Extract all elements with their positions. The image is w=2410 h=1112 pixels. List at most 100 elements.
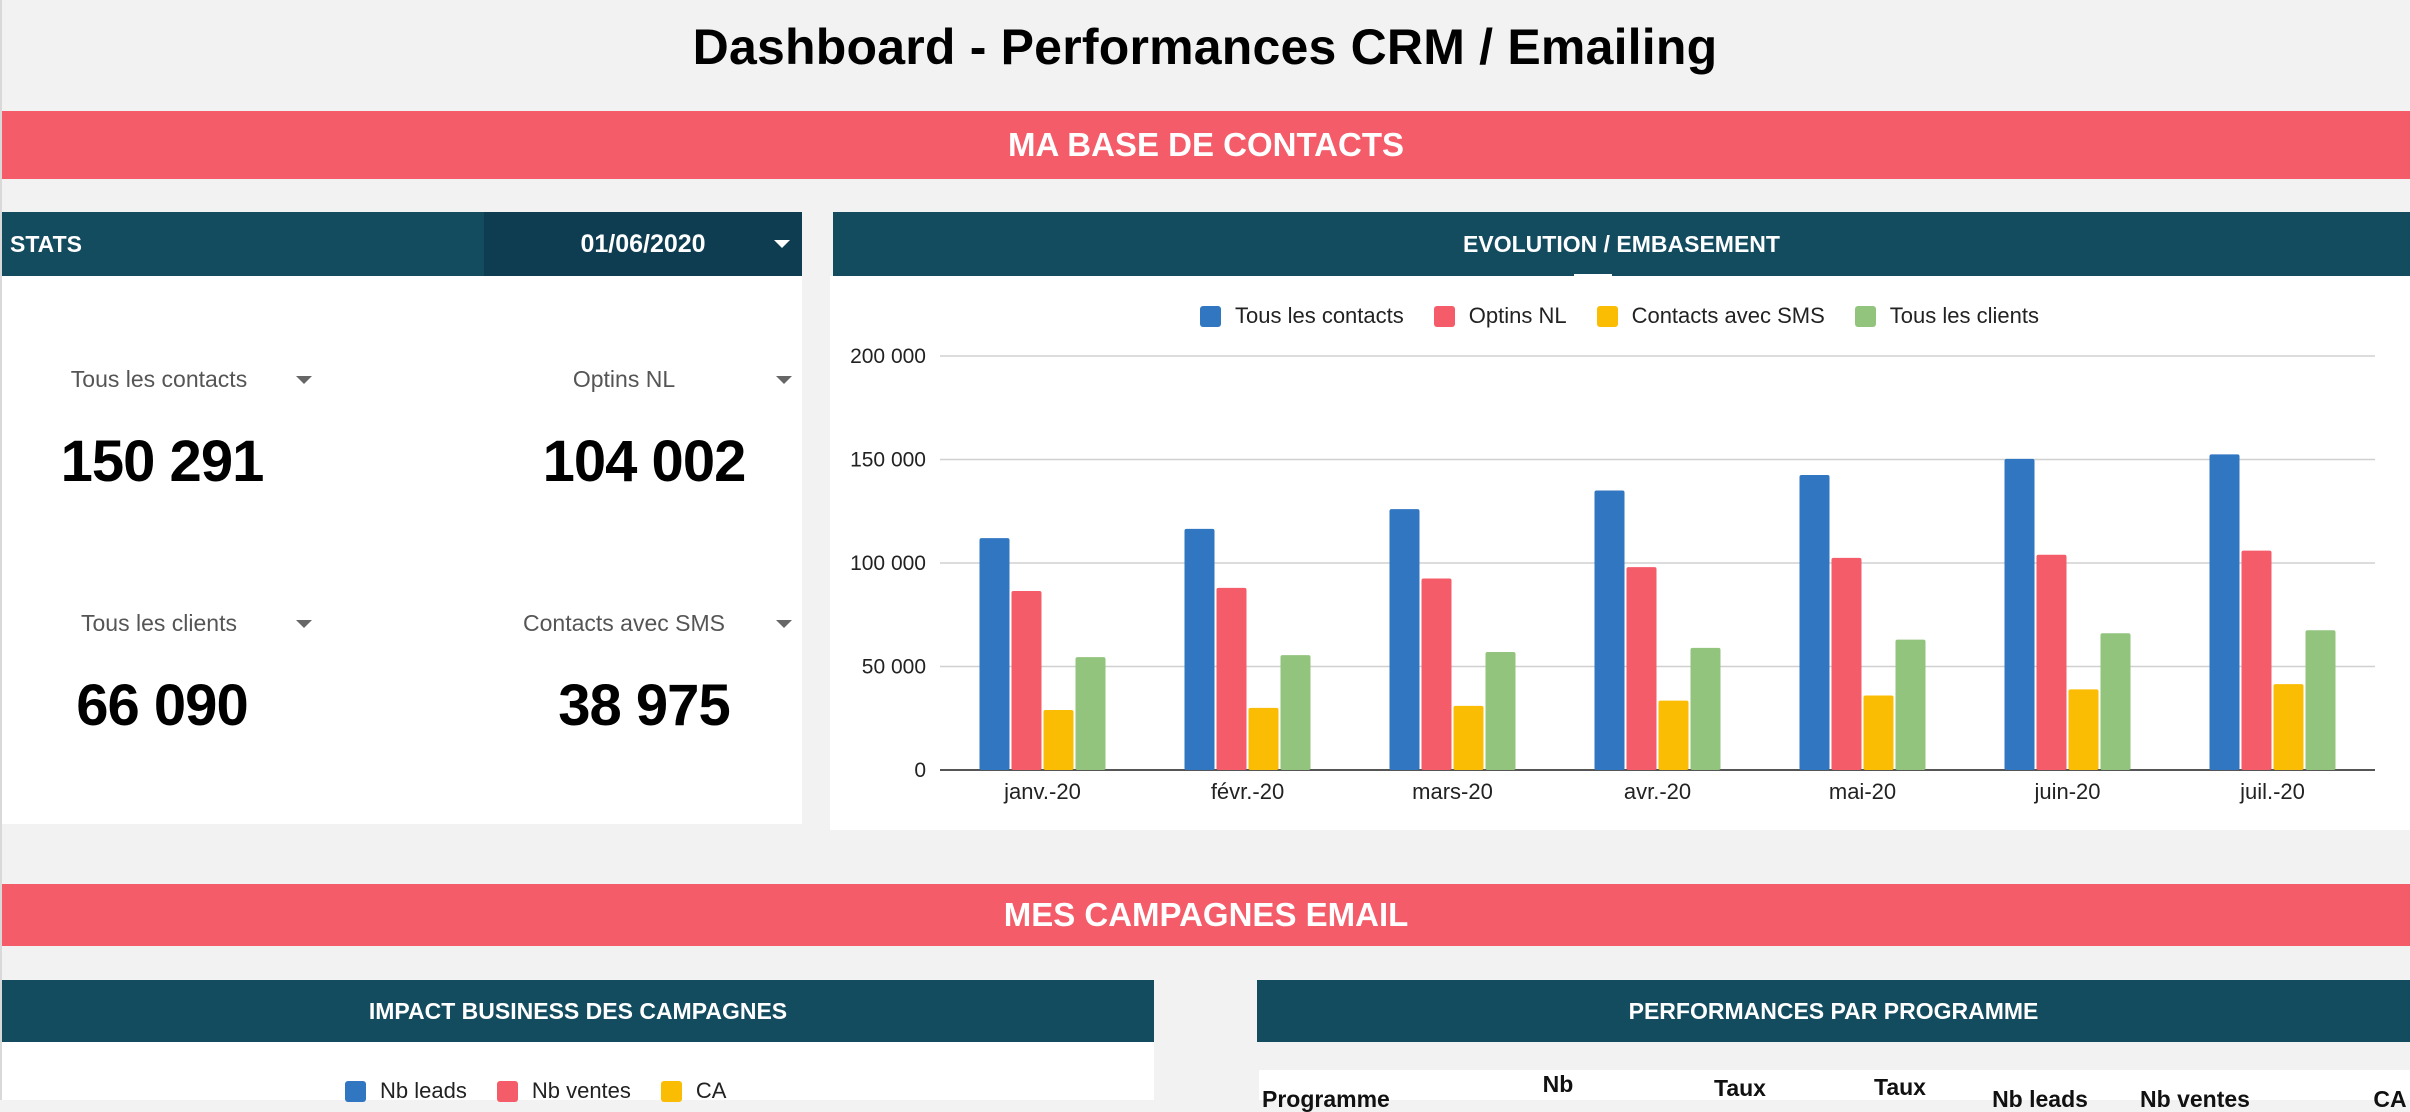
column-header-nb-leads[interactable]: Nb leads [1992,1086,2088,1112]
legend-label: Contacts avec SMS [1631,303,1825,328]
campaign-impact-header: IMPACT BUSINESS DES CAMPAGNES [2,980,1154,1042]
y-tick-label: 150 000 [850,449,926,472]
column-header-taux-1[interactable]: Taux [1714,1075,1766,1101]
legend-swatch [1854,305,1876,327]
legend-label: CA [695,1078,727,1103]
legend-label: Nb ventes [531,1078,631,1103]
bar [2305,630,2336,770]
column-header-programme[interactable]: Programme [1262,1086,1390,1112]
x-tick-label: mars-20 [1412,779,1493,804]
bar [1421,578,1452,770]
kpi-value-all-contacts: 150 291 [60,429,265,494]
stats-header: STATS 01/06/2020 [2,212,802,276]
kpi-filter-chevron-down-icon[interactable] [776,376,792,384]
campaign-impact-panel [2,1042,1154,1100]
table-header-row [1259,1070,2410,1100]
legend-item[interactable]: Contacts avec SMS [1596,303,1825,329]
bar [1799,475,1830,770]
bar [1485,652,1516,770]
legend-swatch [1596,305,1618,327]
chart-legend: Tous les contacts Optins NL Contacts ave… [1200,303,2069,329]
legend-swatch [345,1080,366,1102]
stats-header-label: STATS [10,231,82,257]
bar [1075,657,1106,770]
bar [2068,689,2099,770]
page-title: Dashboard - Performances CRM / Emailing [692,19,1718,75]
kpi-value-optins-nl: 104 002 [542,429,747,494]
bar [1594,490,1625,770]
campaign-impact-legend: Nb leads Nb ventes CA [345,1078,756,1104]
legend-label: Nb leads [380,1078,467,1103]
bar [2100,633,2131,770]
legend-item[interactable]: Tous les contacts [1200,303,1404,329]
bar [1626,567,1657,770]
section-banner-contacts: MA BASE DE CONTACTS [2,111,2410,179]
bar [1184,528,1215,770]
x-tick-label: juil.-20 [2239,779,2305,804]
legend-item[interactable]: Nb leads [345,1078,467,1104]
kpi-label-all-clients: Tous les clients [81,610,237,636]
legend-label: Tous les contacts [1235,303,1404,328]
date-selector-value: 01/06/2020 [580,229,706,258]
kpi-filter-chevron-down-icon[interactable] [296,620,312,628]
column-header-nb[interactable]: Nb [1542,1071,1574,1097]
column-header-nb-ventes[interactable]: Nb ventes [2140,1086,2250,1112]
evolution-bar-chart: 0 50 000 100 000 150 000 200 000 janv.-20 févr… [850,345,2375,804]
kpi-label-optins-nl: Optins NL [572,366,676,392]
chevron-down-icon [774,240,790,248]
y-tick-label: 100 000 [850,552,926,575]
kpi-label-sms-contacts: Contacts avec SMS [523,610,725,636]
bar [2209,454,2240,770]
y-tick-label: 50 000 [862,656,926,679]
legend-item[interactable]: Tous les clients [1854,303,2039,329]
legend-item[interactable]: Nb ventes [496,1078,631,1104]
column-header-taux-2[interactable]: Taux [1874,1074,1926,1100]
left-edge-divider [0,0,2,1100]
legend-swatch [1200,305,1221,327]
date-selector[interactable]: 01/06/2020 [484,212,802,276]
bar [1453,705,1484,770]
bar [1216,587,1247,770]
y-tick-label: 0 [914,759,926,782]
bar [1831,557,1862,770]
program-performance-header: PERFORMANCES PAR PROGRAMME [1257,980,2410,1042]
legend-item[interactable]: CA [660,1078,727,1104]
column-header-ca[interactable]: CA [2373,1086,2407,1112]
bar [2241,550,2272,770]
kpi-value-sms-contacts: 38 975 [558,673,730,738]
bar [2004,458,2035,770]
bar [1011,590,1042,770]
x-tick-label: juin-20 [2033,779,2100,804]
kpi-filter-chevron-down-icon[interactable] [296,376,312,384]
bar [1658,700,1689,770]
evolution-chart-header: EVOLUTION / EMBASEMENT [833,212,2410,276]
bar [979,538,1010,770]
bar [1248,707,1279,770]
x-tick-label: mai-20 [1829,779,1896,804]
bar [1280,655,1311,770]
bar [1863,695,1894,770]
x-tick-label: janv.-20 [1003,779,1081,804]
bar [2036,554,2067,770]
legend-label: Tous les clients [1889,303,2039,328]
legend-label: Optins NL [1468,303,1567,328]
legend-swatch [1433,305,1455,327]
y-tick-label: 200 000 [850,345,926,368]
kpi-value-all-clients: 66 090 [76,673,248,738]
table-spacer [1259,1042,2410,1070]
legend-swatch [496,1080,518,1102]
legend-swatch [660,1080,682,1102]
x-tick-label: avr.-20 [1624,779,1691,804]
bar [1389,509,1420,770]
bar [1043,709,1074,770]
x-tick-label: févr.-20 [1211,779,1284,804]
bar [2273,684,2304,770]
bar [1690,647,1721,770]
bar [1895,639,1926,770]
section-banner-campaigns: MES CAMPAGNES EMAIL [2,884,2410,946]
legend-item[interactable]: Optins NL [1433,303,1567,329]
stats-panel: Tous les contacts 150 291 Optins NL 104 … [2,276,802,824]
kpi-label-all-contacts: Tous les contacts [70,366,248,392]
kpi-filter-chevron-down-icon[interactable] [776,620,792,628]
header-tab-indicator [1574,274,1612,277]
